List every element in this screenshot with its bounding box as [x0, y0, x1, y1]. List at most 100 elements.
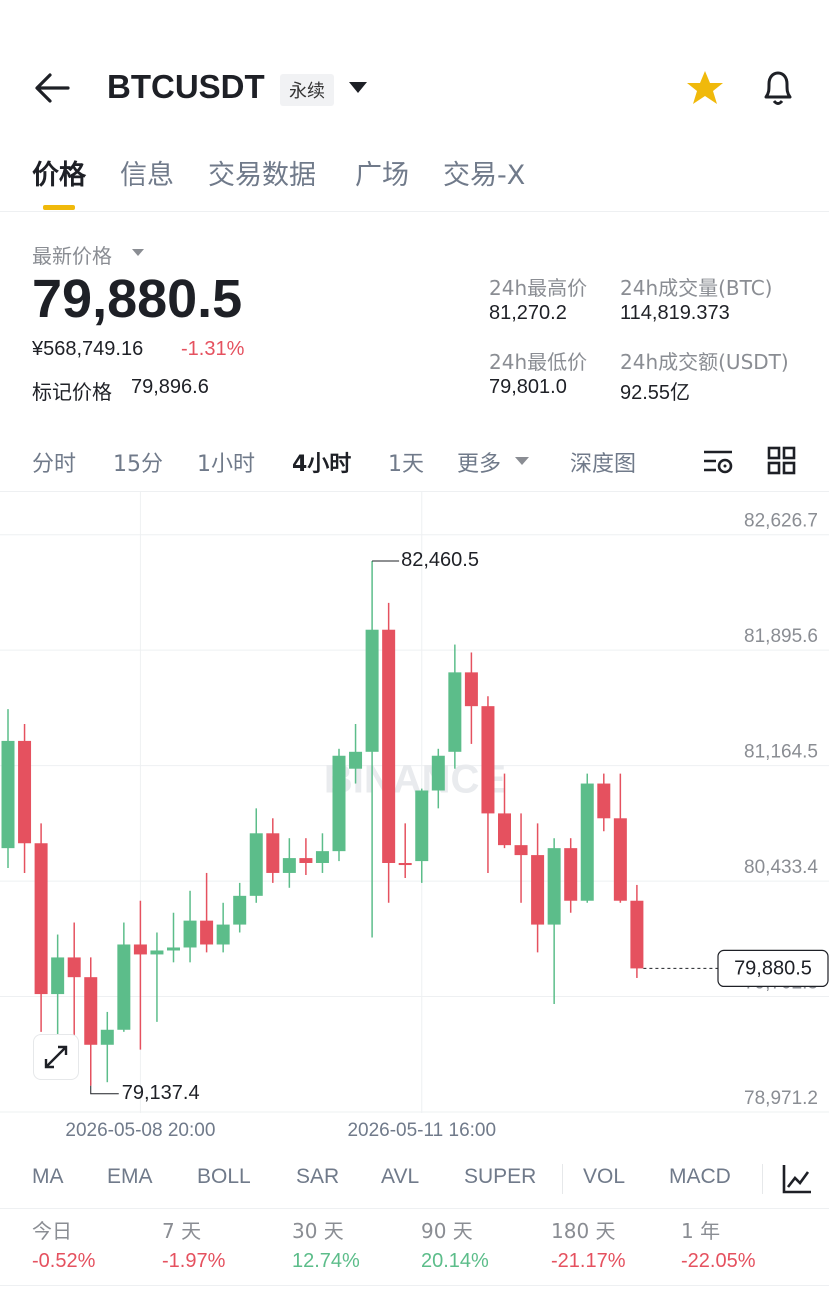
performance-value: -22.05%: [681, 1250, 756, 1272]
tab[interactable]: 价格: [32, 160, 86, 191]
mark-price: 79,896.6: [131, 376, 209, 398]
performance-value: -21.17%: [551, 1250, 626, 1272]
candle-body: [150, 950, 164, 955]
separator: [562, 1164, 563, 1194]
candle: [365, 560, 379, 938]
indicator[interactable]: EMA: [107, 1165, 153, 1188]
indicator[interactable]: SAR: [296, 1165, 340, 1188]
settings-icon[interactable]: [702, 448, 736, 476]
candle: [415, 788, 429, 883]
candle: [18, 724, 32, 873]
candle: [117, 922, 131, 1032]
interval[interactable]: 1小时: [197, 452, 255, 477]
candle: [464, 652, 478, 744]
interval[interactable]: 更多: [457, 452, 502, 477]
candle: [498, 773, 511, 849]
stat-value: 92.55亿: [620, 382, 691, 404]
performance-label: 30 天: [292, 1219, 344, 1243]
candle: [150, 932, 164, 1022]
candle-body: [398, 862, 412, 866]
indicator[interactable]: VOL: [583, 1165, 626, 1188]
dropdown-icon[interactable]: [514, 456, 530, 466]
expand-button[interactable]: [33, 1034, 79, 1080]
candle-body: [514, 845, 528, 856]
candle: [100, 1011, 114, 1083]
favorite-star[interactable]: [686, 70, 724, 106]
candle: [448, 644, 462, 769]
candle: [514, 813, 528, 903]
mark-label: 标记价格: [32, 382, 112, 404]
performance-label: 180 天: [551, 1219, 616, 1243]
candle: [315, 833, 329, 873]
candle: [481, 696, 495, 873]
candle-body: [100, 1029, 114, 1045]
last-price-box: [717, 949, 829, 988]
back-button[interactable]: [34, 72, 70, 104]
tab-indicator: [43, 205, 75, 210]
dropdown-icon[interactable]: [131, 248, 145, 258]
candle: [398, 823, 412, 878]
candle-body: [216, 924, 230, 945]
interval[interactable]: 4小时: [292, 452, 352, 477]
candle-body: [117, 944, 131, 1030]
performance-value: -0.52%: [32, 1250, 96, 1272]
symbol[interactable]: BTCUSDT: [107, 68, 265, 105]
candle-body: [481, 706, 495, 814]
layout-icon[interactable]: [767, 446, 797, 476]
candle: [51, 934, 65, 1052]
indicator[interactable]: SUPER: [464, 1165, 537, 1188]
stat-value: 114,819.373: [620, 302, 730, 324]
interval[interactable]: 1天: [388, 452, 424, 477]
candle: [266, 818, 280, 883]
tab[interactable]: 广场: [355, 160, 409, 191]
divider: [0, 211, 829, 212]
candle-body: [580, 783, 594, 901]
tab[interactable]: 交易数据: [208, 160, 316, 191]
candle: [183, 890, 197, 963]
interval[interactable]: 深度图: [570, 452, 637, 477]
candle-body: [266, 833, 280, 873]
candle-body: [630, 900, 644, 969]
indicator[interactable]: AVL: [381, 1165, 420, 1188]
candle: [564, 838, 578, 913]
candle-body: [133, 944, 147, 955]
candle: [332, 748, 346, 862]
candle: [249, 808, 263, 903]
candle-body: [200, 920, 214, 945]
candle-body: [282, 858, 296, 873]
candle: [547, 838, 561, 1005]
alert-bell[interactable]: [760, 68, 796, 108]
expand-icon: [44, 1045, 68, 1069]
tab[interactable]: 交易-X: [443, 160, 526, 191]
candle: [382, 602, 396, 903]
stat-value: 81,270.2: [489, 302, 567, 324]
stat-label: 24h最低价: [489, 350, 588, 374]
y-tick-label: 81,164.5: [744, 742, 818, 763]
interval[interactable]: 15分: [113, 452, 163, 477]
candle-body: [51, 957, 65, 995]
dropdown-icon[interactable]: [348, 81, 368, 95]
candle-body: [547, 848, 561, 925]
candle: [216, 902, 230, 953]
y-tick-label: 82,626.7: [744, 511, 818, 532]
y-tick-label: 80,433.4: [744, 857, 818, 878]
candle: [167, 912, 180, 963]
max-label: 82,460.5: [401, 549, 479, 571]
indicator[interactable]: MA: [32, 1165, 64, 1188]
candle-body: [349, 751, 363, 769]
indicator[interactable]: BOLL: [197, 1165, 251, 1188]
candle-body: [67, 957, 81, 978]
cny-price: ¥568,749.16: [32, 338, 144, 360]
performance-label: 7 天: [162, 1219, 202, 1243]
indicator[interactable]: MACD: [669, 1165, 731, 1188]
indicator-settings-icon[interactable]: [781, 1163, 813, 1195]
interval[interactable]: 分时: [32, 452, 77, 477]
y-tick-label: 78,971.2: [744, 1088, 818, 1109]
candle-body: [34, 843, 48, 995]
candle-body: [531, 855, 545, 925]
candle-body: [564, 848, 578, 901]
stat-label: 24h成交量(BTC): [620, 276, 773, 300]
tab[interactable]: 信息: [120, 160, 174, 191]
candle-body: [498, 813, 511, 846]
